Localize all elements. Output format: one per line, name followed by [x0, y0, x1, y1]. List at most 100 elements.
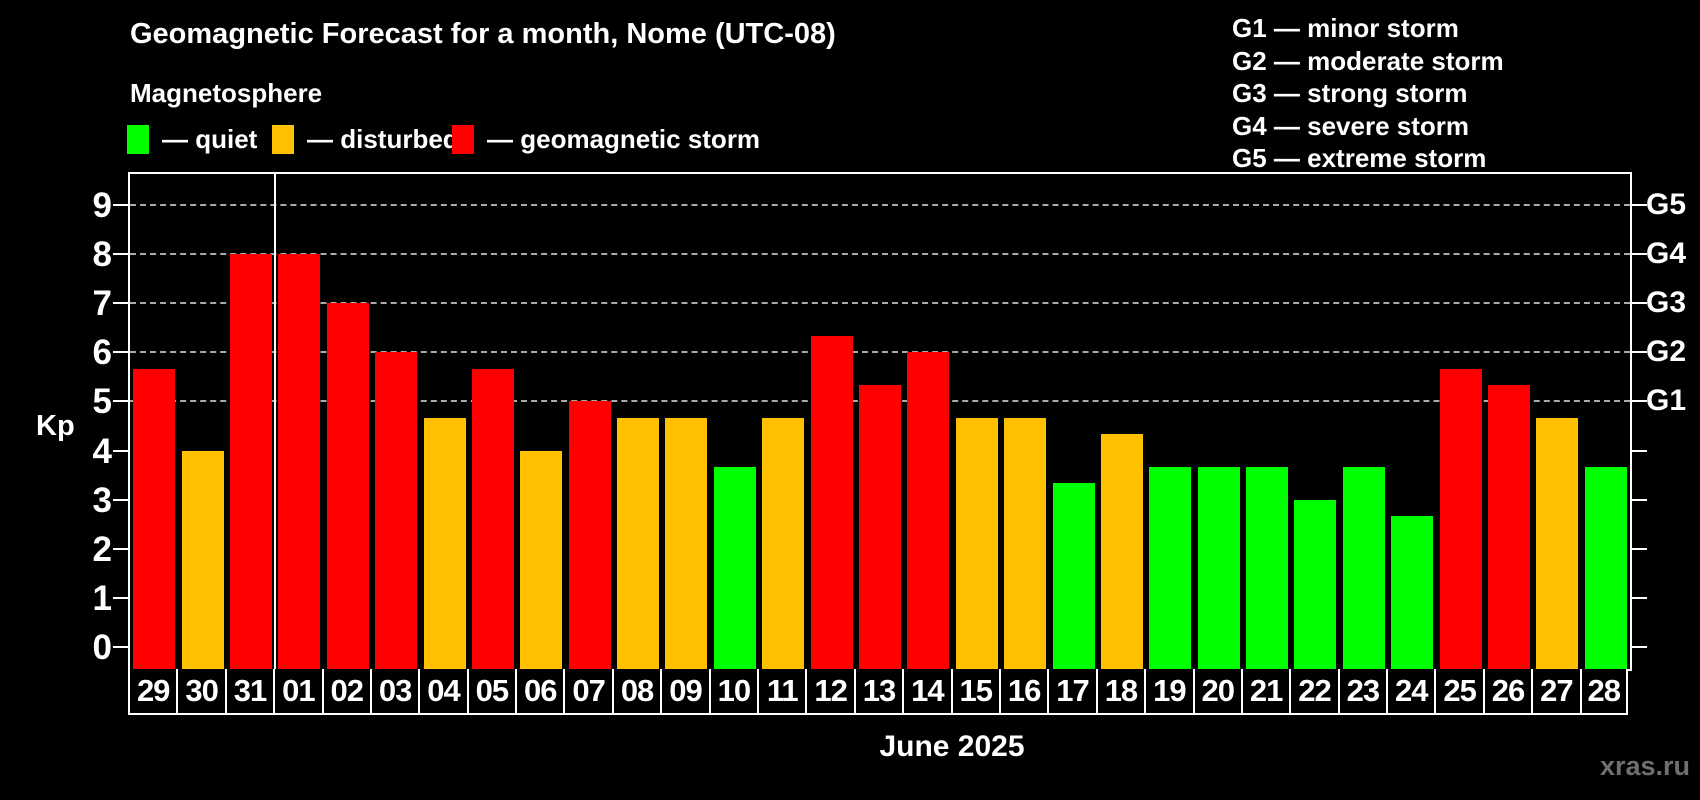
x-label-19: 19: [1144, 669, 1193, 715]
x-label-25: 25: [1434, 669, 1483, 715]
bar-day-16: [1004, 417, 1047, 669]
y-axis-tick-left-9: [113, 204, 128, 206]
bar-day-04: [423, 417, 466, 669]
y-axis-title: Kp: [36, 409, 75, 442]
right-axis-label-g1: G1: [1646, 384, 1687, 418]
y-axis-tick-left-1: [113, 596, 128, 599]
x-label-03: 03: [369, 669, 419, 715]
x-label-13: 13: [853, 669, 903, 715]
y-axis-label-2: 2: [92, 529, 112, 569]
y-axis-label-7: 7: [92, 284, 112, 324]
bar-day-10: [713, 466, 756, 669]
gridline-kp6: [130, 351, 1630, 354]
bar-day-26: [1488, 385, 1531, 669]
x-label-12: 12: [805, 669, 854, 715]
y-axis-tick-left-3: [113, 498, 128, 501]
bar-day-14: [907, 352, 950, 669]
y-axis-label-5: 5: [92, 382, 112, 422]
bar-day-24: [1391, 515, 1434, 669]
legend-item-quiet: — quiet: [127, 124, 257, 155]
x-label-02: 02: [321, 669, 370, 715]
x-label-22: 22: [1289, 669, 1338, 715]
month-separator-line: [274, 174, 277, 669]
y-axis-tick-left-7: [113, 302, 128, 305]
bar-day-22: [1294, 499, 1337, 669]
x-label-27: 27: [1531, 669, 1580, 715]
gridline-kp7: [130, 302, 1630, 305]
x-label-21: 21: [1240, 669, 1290, 715]
plot-area: 0 1 2 3 4 5 6 7 8 9 Kp G1 G2 G3 G4 G5: [36, 172, 1686, 671]
y-axis-tick-right-5: [1632, 400, 1647, 403]
bar-day-07: [568, 401, 611, 669]
y-axis-tick-left-2: [113, 547, 128, 550]
bar-day-03: [375, 352, 418, 669]
x-label-30: 30: [176, 669, 225, 715]
x-label-11: 11: [757, 669, 806, 715]
bar-day-28: [1584, 466, 1627, 669]
chart-title: Geomagnetic Forecast for a month, Nome (…: [130, 18, 836, 50]
y-axis-tick-right-0: [1632, 646, 1647, 648]
bar-day-25: [1439, 368, 1482, 669]
g-legend-line-1: G1 — minor storm: [1232, 13, 1459, 43]
g-scale-legend: G1 — minor storm G2 — moderate storm G3 — …: [1232, 12, 1504, 175]
y-axis-tick-right-3: [1632, 498, 1647, 501]
bar-day-08: [617, 417, 660, 669]
bar-day-05: [471, 368, 514, 669]
x-label-04: 04: [418, 669, 467, 715]
y-axis-tick-right-4: [1632, 449, 1647, 452]
y-axis-tick-right-9: [1632, 204, 1647, 206]
bar-day-31: [229, 254, 272, 669]
gridline-kp9: [130, 204, 1630, 206]
g-legend-line-3: G3 — strong storm: [1232, 78, 1468, 108]
y-axis-label-1: 1: [92, 578, 112, 618]
x-label-15: 15: [950, 669, 999, 715]
y-axis-label-4: 4: [92, 431, 112, 471]
watermark: xras.ru: [1599, 751, 1690, 781]
legend-label-quiet: — quiet: [162, 124, 258, 154]
legend-item-storm: — geomagnetic storm: [452, 124, 760, 155]
legend-item-disturbed: — disturbed: [272, 124, 459, 155]
x-label-24: 24: [1386, 669, 1435, 715]
bar-day-21: [1246, 466, 1289, 669]
bar-day-13: [859, 385, 901, 669]
y-axis-label-3: 3: [92, 480, 112, 520]
x-label-20: 20: [1192, 669, 1241, 715]
x-label-16: 16: [998, 669, 1048, 715]
y-axis-tick-right-2: [1632, 547, 1647, 550]
right-axis-label-g3: G3: [1646, 286, 1687, 320]
bar-day-17: [1052, 483, 1095, 669]
bar-day-15: [955, 417, 998, 669]
y-axis-tick-left-4: [113, 449, 128, 452]
x-label-14: 14: [902, 669, 951, 715]
x-label-09: 09: [660, 669, 709, 715]
y-axis-tick-right-7: [1632, 302, 1647, 305]
right-axis-label-g5: G5: [1646, 188, 1687, 221]
bar-day-18: [1100, 434, 1143, 669]
bar-day-19: [1149, 466, 1192, 669]
y-axis-tick-left-5: [113, 400, 128, 403]
x-label-28: 28: [1579, 669, 1628, 715]
x-label-10: 10: [708, 669, 758, 715]
bar-day-27: [1536, 417, 1579, 669]
x-label-23: 23: [1337, 669, 1387, 715]
y-axis-tick-right-1: [1632, 596, 1647, 599]
y-axis-tick-left-8: [113, 253, 128, 256]
y-axis-tick-right-6: [1632, 351, 1647, 354]
gridline-kp8: [130, 253, 1630, 256]
y-axis-tick-right-8: [1632, 253, 1647, 256]
x-label-26: 26: [1482, 669, 1532, 715]
bar-day-09: [665, 417, 708, 669]
legend-label-disturbed: — disturbed: [307, 124, 459, 154]
chart-subtitle: Magnetosphere: [130, 78, 323, 108]
right-axis-label-g2: G2: [1646, 335, 1687, 369]
right-axis-label-g4: G4: [1646, 237, 1687, 271]
bar-day-20: [1197, 466, 1240, 669]
g-legend-line-2: G2 — moderate storm: [1232, 45, 1504, 76]
disturbed-swatch-icon: [272, 125, 294, 154]
y-axis-label-8: 8: [92, 235, 112, 275]
x-label-08: 08: [611, 669, 661, 715]
y-axis-tick-left-0: [113, 646, 128, 648]
legend-label-storm: — geomagnetic storm: [487, 124, 761, 154]
x-label-31: 31: [224, 669, 274, 715]
g-legend-line-5: G5 — extreme storm: [1232, 143, 1487, 173]
